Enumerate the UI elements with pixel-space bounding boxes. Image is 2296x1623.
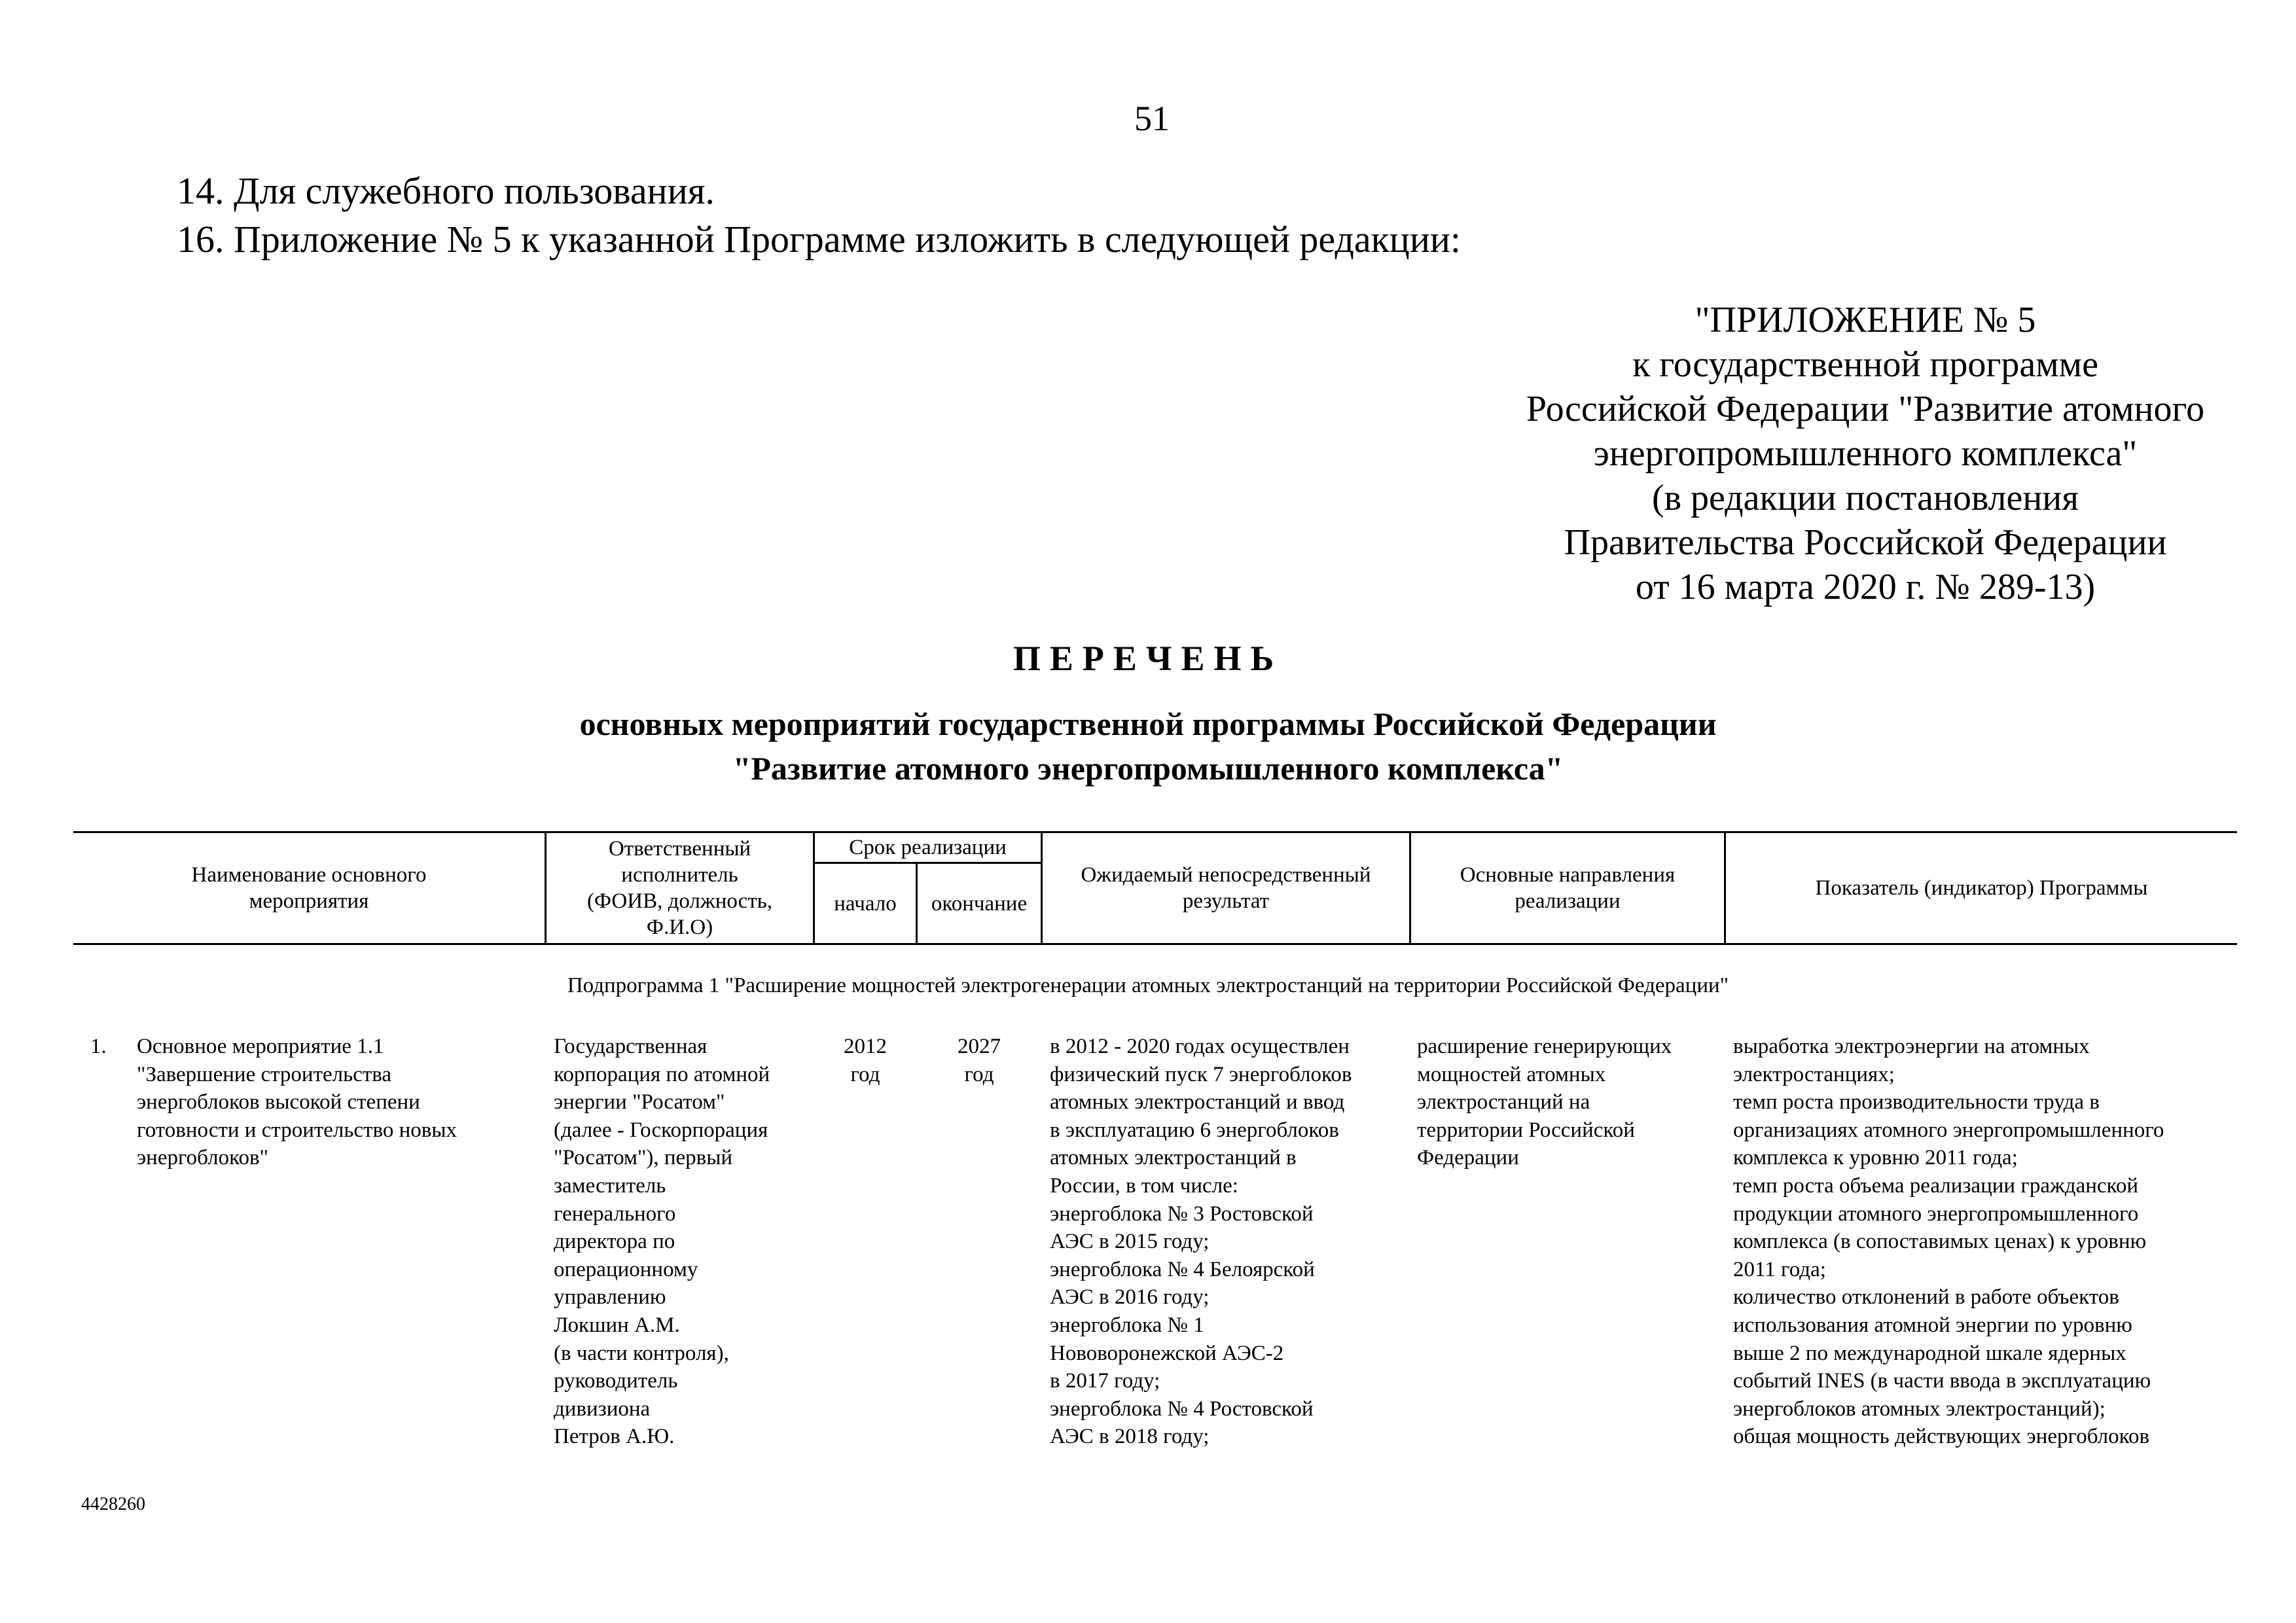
page-number: 51 (1134, 99, 1170, 138)
row-name: Основное мероприятие 1.1 "Завершение стр… (137, 1035, 457, 1170)
column-divider (916, 862, 918, 945)
row-start: 2012 год (844, 1035, 887, 1086)
header-period: Срок реализации (849, 836, 1007, 859)
column-divider (1724, 831, 1726, 945)
paragraph-14: 14. Для служебного пользования. (177, 169, 715, 212)
document-subtitle: основных мероприятий государственной про… (579, 705, 1717, 787)
document-title: ПЕРЕЧЕНЬ (1013, 639, 1283, 678)
period-subheader-rule (813, 862, 1041, 864)
row-result: в 2012 - 2020 годах осуществлен физическ… (1050, 1035, 1352, 1449)
column-divider (1409, 831, 1411, 945)
column-divider (813, 831, 815, 945)
header-directions: Основные направления реализации (1460, 863, 1676, 913)
column-divider (545, 831, 547, 945)
row-directions: расширение генерирующих мощностей атомны… (1417, 1035, 1672, 1170)
row-end: 2027 год (958, 1035, 1001, 1086)
appendix-header: "ПРИЛОЖЕНИЕ № 5 к государственной програ… (1526, 300, 2205, 607)
header-end: окончание (931, 891, 1028, 916)
header-indicator: Показатель (индикатор) Программы (1815, 876, 2148, 900)
header-name: Наименование основного мероприятия (191, 863, 427, 913)
column-divider (1041, 831, 1043, 945)
row-indicator: выработка электроэнергии на атомных элек… (1733, 1035, 2164, 1449)
document-code: 4428260 (81, 1494, 145, 1514)
subprogram-heading: Подпрограмма 1 "Расширение мощностей эле… (567, 974, 1729, 997)
header-result: Ожидаемый непосредственный результат (1081, 863, 1371, 913)
header-start: начало (834, 891, 897, 916)
row-executor: Государственная корпорация по атомной эн… (554, 1035, 770, 1449)
paragraph-16: 16. Приложение № 5 к указанной Программе… (177, 218, 1462, 260)
table-top-rule (73, 831, 2237, 833)
header-executor: Ответственный исполнитель (ФОИВ, должнос… (586, 837, 773, 939)
table-header-bottom-rule (73, 943, 2237, 945)
row-number: 1. (90, 1035, 107, 1058)
